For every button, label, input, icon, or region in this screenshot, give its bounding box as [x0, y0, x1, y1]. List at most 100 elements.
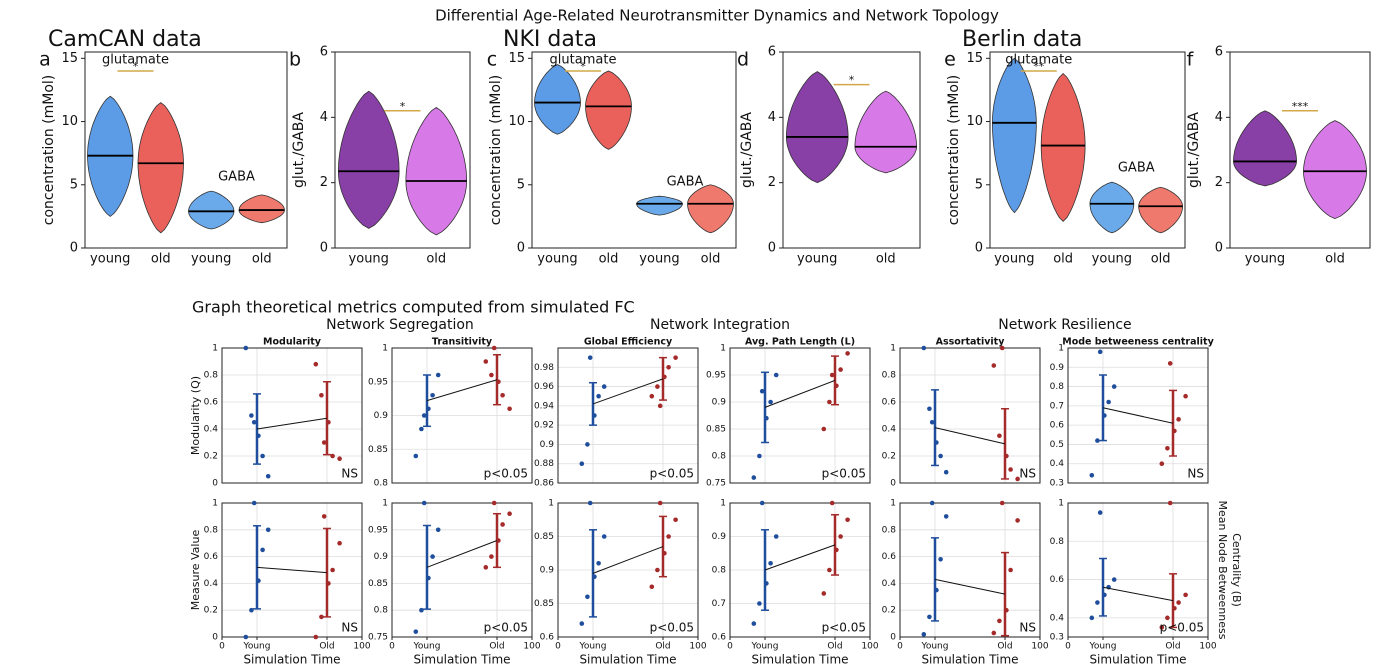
- data-point: [927, 406, 932, 412]
- y-axis-label: Measure Value: [189, 530, 202, 611]
- y-tick-label: 0.2: [204, 606, 218, 616]
- data-point: [1095, 600, 1100, 605]
- x-tick-label: Old: [319, 642, 334, 652]
- data-point: [1008, 467, 1013, 472]
- y-tick-label: 0.2: [882, 452, 896, 462]
- data-point: [413, 453, 419, 459]
- y-tick-label: 0.94: [534, 401, 554, 411]
- data-point: [265, 527, 271, 533]
- x-tick-label: old: [252, 252, 272, 267]
- data-point: [773, 534, 779, 539]
- panel-letter: b: [289, 49, 301, 71]
- significance-label: NS: [1019, 467, 1036, 481]
- axes-frame: [531, 51, 737, 249]
- y-tick-label: 1: [890, 344, 896, 354]
- data-point: [249, 413, 254, 418]
- x-tick-label: Young: [579, 642, 607, 652]
- data-point: [673, 355, 678, 360]
- x-tick-label: old: [1053, 252, 1073, 267]
- x-axis-label: Simulation Time: [243, 653, 340, 667]
- group-label: GABA: [1118, 161, 1155, 176]
- axes-frame: [391, 347, 533, 484]
- y-tick-label: 1: [1058, 499, 1064, 509]
- y-tick-label: 0.3: [1050, 479, 1064, 489]
- data-point: [483, 565, 489, 570]
- y-tick-label: 1: [890, 499, 896, 509]
- significance-label: p<0.05: [484, 621, 528, 635]
- y-tick-label: 10: [61, 114, 78, 129]
- data-point: [999, 500, 1005, 506]
- violin: [534, 64, 581, 135]
- violin: [405, 107, 467, 236]
- y-tick-label: 0.4: [204, 425, 219, 435]
- y-tick-label: 0.8: [1050, 382, 1065, 392]
- y-tick-label: 0.86: [534, 479, 554, 489]
- y-tick-label: 0.7: [712, 599, 726, 609]
- y-tick-label: 0: [320, 241, 328, 256]
- violin: [1040, 72, 1086, 222]
- y-tick-label: 0.6: [204, 552, 219, 562]
- axes-frame: [989, 51, 1186, 249]
- x-tick-label: Old: [1165, 642, 1180, 652]
- data-point: [829, 500, 835, 506]
- y-tick-label: 0.3: [1050, 633, 1064, 643]
- x-axis-label: Simulation Time: [1089, 653, 1186, 667]
- x-tick-label: young: [537, 252, 577, 267]
- data-point: [768, 561, 773, 566]
- data-point: [435, 372, 441, 378]
- x-tick-label: young: [1092, 252, 1132, 267]
- y-tick-label: 5: [975, 177, 983, 192]
- y-tick-label: 1: [720, 499, 726, 509]
- data-point: [1111, 384, 1117, 389]
- data-point: [929, 419, 935, 425]
- data-point: [1176, 417, 1181, 422]
- x-axis-label: Simulation Time: [579, 653, 676, 667]
- data-point: [1106, 399, 1111, 405]
- violin: [1089, 181, 1135, 234]
- y-axis-label: glut./GABA: [1186, 112, 1202, 188]
- x-tick-label: Old: [827, 642, 842, 652]
- y-tick-label: 0.8: [712, 566, 727, 576]
- x-tick-label: Young: [243, 642, 271, 652]
- y-tick-label: 2: [1215, 175, 1223, 190]
- y-tick-label: 0.9: [712, 532, 727, 542]
- significance-label: NS: [1019, 621, 1036, 635]
- y-tick-label: 0.6: [882, 552, 897, 562]
- y-tick-label: 0.85: [534, 532, 554, 542]
- data-point: [601, 534, 607, 539]
- x-tick-label: young: [90, 252, 130, 267]
- data-point: [489, 372, 494, 378]
- axes-frame: [899, 347, 1041, 484]
- mean-line: [426, 540, 498, 568]
- axes-frame: [391, 502, 533, 638]
- data-point: [1008, 567, 1013, 573]
- y-tick-label: 0: [975, 241, 983, 256]
- data-point: [759, 388, 765, 394]
- y-tick-label: 0.98: [534, 363, 554, 373]
- data-point: [845, 517, 850, 523]
- y-tick-label: 5: [517, 177, 525, 192]
- axes-frame: [1067, 502, 1209, 638]
- y-tick-label: 0.8: [1050, 537, 1065, 547]
- y-tick-label: 1: [1058, 344, 1064, 354]
- data-point: [655, 384, 660, 389]
- mean-line: [764, 544, 836, 571]
- significance-label: p<0.05: [822, 621, 866, 635]
- y-tick-label: 0.2: [204, 452, 218, 462]
- data-point: [500, 392, 505, 398]
- x-axis-label: Simulation Time: [413, 653, 510, 667]
- y-tick-label: 0.96: [534, 382, 554, 392]
- data-point: [757, 601, 762, 606]
- y-tick-label: 0.6: [204, 398, 219, 408]
- violin: [238, 194, 285, 224]
- data-point: [337, 456, 342, 462]
- data-point: [337, 540, 342, 546]
- y-tick-label: 0.8: [882, 371, 897, 381]
- x-tick-label: young: [797, 252, 837, 267]
- group-label: GABA: [218, 170, 255, 185]
- violin: [137, 102, 184, 234]
- y-tick-label: 0.92: [534, 421, 554, 431]
- y-tick-label: 6: [1215, 45, 1223, 60]
- data-point: [585, 594, 590, 600]
